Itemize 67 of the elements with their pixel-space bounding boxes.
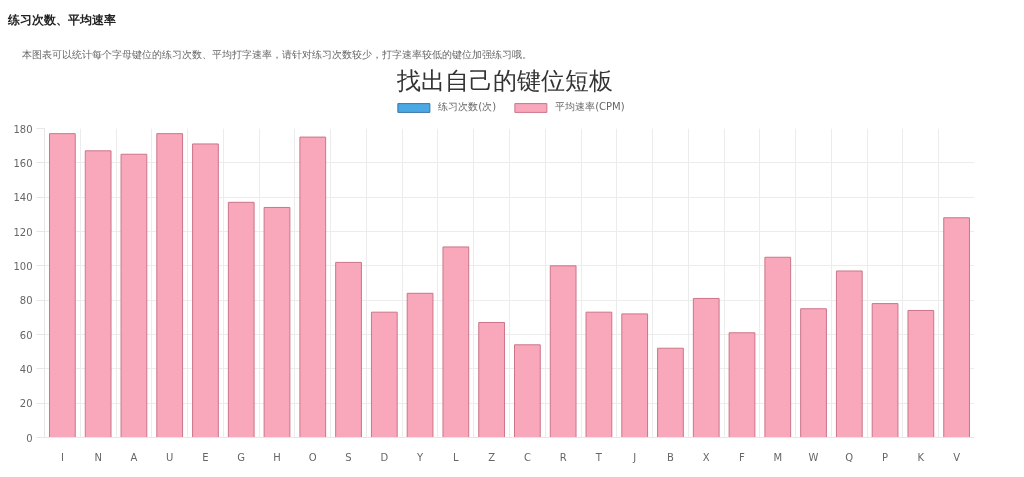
chart-title: 找出自己的键位短板 <box>397 66 613 96</box>
bar <box>764 256 792 438</box>
bar <box>335 261 362 438</box>
x-tick-label: I <box>60 451 64 463</box>
x-tick-label: N <box>94 451 102 463</box>
bar <box>585 311 613 438</box>
y-tick-label: 80 <box>19 295 33 307</box>
x-tick-label: G <box>237 451 246 463</box>
x-tick-label: O <box>308 451 317 463</box>
x-tick-label: D <box>380 451 389 463</box>
bar <box>621 313 649 438</box>
x-tick-label: C <box>523 451 531 463</box>
x-tick-label: J <box>632 451 637 463</box>
y-tick-label: 120 <box>13 226 33 238</box>
bar <box>549 265 577 438</box>
bar <box>442 246 470 438</box>
bar <box>263 206 291 438</box>
x-tick-label: X <box>702 451 710 463</box>
bar <box>156 133 184 438</box>
x-tick-label: M <box>773 451 783 463</box>
x-tick-label: Z <box>488 451 496 463</box>
y-tick-label: 140 <box>13 192 33 204</box>
bar <box>943 217 970 438</box>
legend-label: 练习次数(次) <box>438 100 497 114</box>
bar <box>84 150 112 438</box>
bar <box>227 201 255 438</box>
y-tick-label: 160 <box>13 157 33 169</box>
bar <box>370 311 398 438</box>
bar <box>120 153 148 438</box>
bar <box>800 308 827 438</box>
x-tick-label: R <box>559 451 567 463</box>
x-tick-label: A <box>130 451 138 463</box>
x-tick-label: V <box>953 451 961 463</box>
bar <box>728 332 756 438</box>
x-tick-label: K <box>917 451 925 463</box>
y-tick-label: 60 <box>19 329 33 341</box>
x-tick-label: Y <box>416 451 425 463</box>
legend-label: 平均速率(CPM) <box>555 100 625 114</box>
x-tick-label: F <box>739 451 746 463</box>
text: 练习次数、平均速率 <box>8 12 116 28</box>
y-tick-label: 40 <box>19 363 33 375</box>
x-tick-label: S <box>345 451 352 463</box>
x-tick-label: H <box>273 451 281 463</box>
x-tick-label: L <box>453 451 460 463</box>
text: 本图表可以统计每个字母键位的练习次数、平均打字速率，请针对练习次数较少，打字速率较低的键位加强练习哦。 <box>22 48 532 62</box>
bar <box>49 133 76 438</box>
y-tick-label: 180 <box>13 123 33 135</box>
y-tick-label: 20 <box>19 398 33 410</box>
x-tick-label: U <box>166 451 174 463</box>
bar <box>406 292 434 438</box>
bar <box>692 297 720 438</box>
bar <box>907 309 935 438</box>
bar <box>299 136 327 438</box>
y-tick-label: 100 <box>13 260 33 272</box>
bar <box>478 321 505 438</box>
x-tick-label: B <box>667 451 675 463</box>
bar <box>871 303 899 438</box>
x-tick-label: Q <box>845 451 854 463</box>
bar <box>514 344 541 438</box>
bar <box>835 270 863 438</box>
x-tick-label: W <box>808 451 819 463</box>
x-tick-label: P <box>882 451 889 463</box>
y-tick-label: 0 <box>26 432 33 444</box>
x-tick-label: T <box>594 451 603 463</box>
x-tick-label: E <box>202 451 209 463</box>
bar <box>192 143 219 438</box>
bar <box>657 347 684 438</box>
